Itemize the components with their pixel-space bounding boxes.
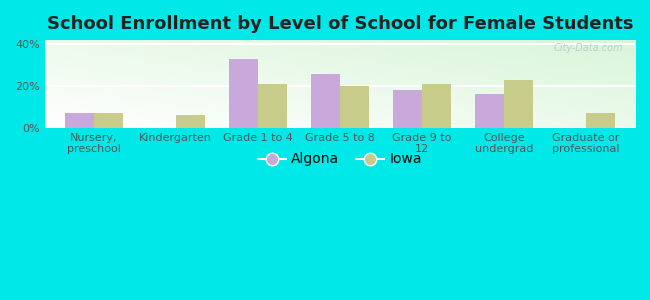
Text: City-Data.com: City-Data.com: [554, 43, 623, 53]
Bar: [176, 116, 205, 128]
Bar: [340, 86, 369, 128]
Bar: [229, 59, 258, 128]
Bar: [422, 84, 450, 128]
Bar: [504, 80, 532, 128]
Bar: [311, 74, 340, 128]
Bar: [258, 84, 287, 128]
Title: School Enrollment by Level of School for Female Students: School Enrollment by Level of School for…: [47, 15, 633, 33]
Bar: [475, 94, 504, 128]
Legend: Algona, Iowa: Algona, Iowa: [252, 147, 427, 172]
Bar: [393, 90, 422, 128]
Bar: [586, 113, 614, 128]
Bar: [65, 113, 94, 128]
Bar: [94, 113, 122, 128]
